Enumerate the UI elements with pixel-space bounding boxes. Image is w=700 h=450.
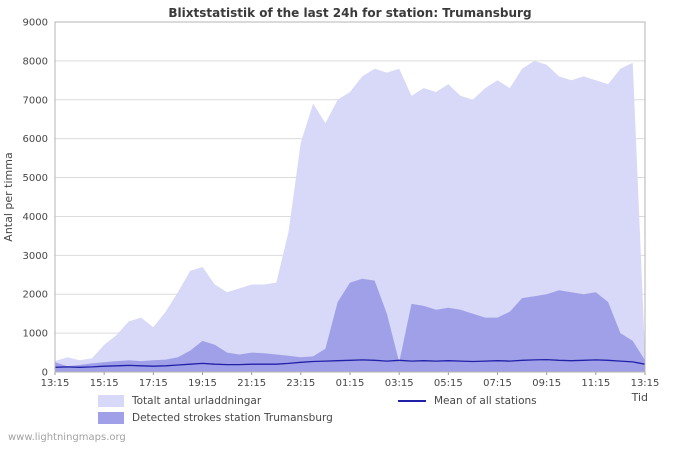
detected-strokes-swatch [98,412,124,424]
plot-border [54,21,646,373]
area-detected-strokes [55,278,645,372]
y-tick-label: 1000 [23,329,48,340]
legend-item-mean: Mean of all stations [398,395,537,407]
x-tick-label: 09:15 [532,378,561,389]
x-axis-label: Tid [631,391,648,404]
legend-label-mean: Mean of all stations [434,395,537,407]
y-tick-label: 7000 [23,95,48,106]
area-total-discharges [55,60,645,373]
legend: Totalt antal urladdningar Mean of all st… [98,395,537,424]
chart-canvas: 0 1000 2000 3000 4000 5000 6000 7000 8000 9000 13:… [2,18,660,405]
x-tick-label: 13:15 [631,378,660,389]
legend-item-detected: Detected strokes station Trumansburg [98,412,398,424]
y-tick-label: 5000 [23,173,48,184]
x-tick-label: 07:15 [483,378,512,389]
y-tick-label: 0 [42,368,48,379]
x-tick-label: 19:15 [188,378,217,389]
legend-label-total: Totalt antal urladdningar [132,395,262,407]
y-axis-label: Antal per timma [2,152,15,241]
chart-title: Blixtstatistik of the last 24h for stati… [168,6,532,20]
y-tick-label: 8000 [23,56,48,67]
x-tick-label: 17:15 [139,378,168,389]
y-tick-label: 6000 [23,134,48,145]
x-tick-label: 13:15 [41,378,70,389]
legend-item-total: Totalt antal urladdningar [98,395,398,407]
plot-layers: 0 1000 2000 3000 4000 5000 6000 7000 8000 9000 13:… [23,18,660,390]
legend-label-detected: Detected strokes station Trumansburg [132,412,333,424]
x-tick-label: 11:15 [581,378,610,389]
x-tick-label: 21:15 [237,378,266,389]
y-tick-label: 9000 [23,18,48,29]
total-discharges-swatch [98,395,124,407]
y-tick-label: 2000 [23,290,48,301]
x-tick-label: 23:15 [286,378,315,389]
x-tick-label: 05:15 [434,378,463,389]
y-tick-label: 3000 [23,251,48,262]
mean-line-swatch [398,400,426,402]
x-tick-label: 01:15 [336,378,365,389]
x-tick-label: 03:15 [385,378,414,389]
y-tick-label: 4000 [23,212,48,223]
mean-line [54,358,646,368]
x-tick-label: 15:15 [90,378,119,389]
watermark-link: www.lightningmaps.org [8,432,126,443]
